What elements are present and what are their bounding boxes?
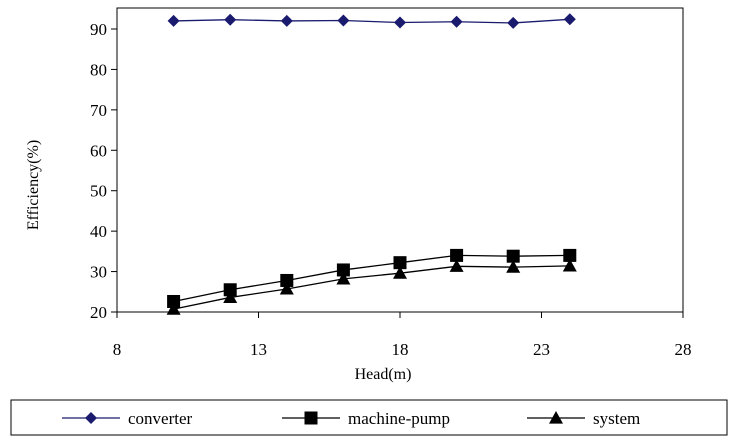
data-point-converter <box>224 13 237 26</box>
legend-item-machine-pump: machine-pump <box>282 409 450 428</box>
data-point-converter <box>507 16 520 29</box>
y-axis-title: Efficiency(%) <box>25 140 42 230</box>
data-point-system <box>223 290 238 304</box>
x-axis-ticks: 8 13 18 23 28 <box>113 312 692 359</box>
data-point-system <box>166 302 181 315</box>
data-point-converter <box>167 14 180 27</box>
legend-item-converter: converter <box>62 409 193 428</box>
legend-label-machine-pump: machine-pump <box>348 409 450 428</box>
x-tick-label: 8 <box>113 340 122 359</box>
x-axis-title: Head(m) <box>355 366 412 383</box>
x-tick-label: 13 <box>250 340 267 359</box>
y-tick-label: 20 <box>90 303 107 322</box>
data-point-converter <box>450 15 463 28</box>
legend-marker-system <box>549 411 563 424</box>
y-tick-label: 70 <box>90 101 107 120</box>
data-point-machine-pump <box>563 248 577 262</box>
legend-label-converter: converter <box>128 409 193 428</box>
series-layer <box>166 13 577 315</box>
data-point-system <box>506 260 521 273</box>
data-point-machine-pump <box>280 273 294 287</box>
data-point-machine-pump <box>223 283 237 297</box>
data-point-machine-pump <box>393 256 407 270</box>
data-point-system <box>336 271 351 285</box>
legend-label-system: system <box>593 409 640 428</box>
legend-marker-machine-pump <box>304 411 318 425</box>
series-line-converter <box>173 18 570 24</box>
legend-item-system: system <box>527 409 640 428</box>
y-tick-label: 80 <box>90 60 107 79</box>
data-point-system <box>393 266 407 279</box>
series-line-system <box>173 265 570 310</box>
legend-marker-converter <box>85 412 97 424</box>
y-tick-label: 50 <box>90 182 107 201</box>
series-system <box>166 258 577 315</box>
data-point-system <box>279 281 294 295</box>
data-point-machine-pump <box>506 249 520 263</box>
data-point-system <box>449 259 464 272</box>
y-tick-label: 40 <box>90 222 107 241</box>
data-point-converter <box>337 14 350 27</box>
y-tick-label: 30 <box>90 263 107 282</box>
series-machine-pump <box>167 248 577 308</box>
series-line-machine-pump <box>173 254 570 303</box>
legend-box <box>10 399 728 436</box>
y-tick-label: 90 <box>90 20 107 39</box>
data-point-system <box>562 258 577 272</box>
x-tick-label: 18 <box>392 340 409 359</box>
data-point-converter <box>394 16 406 29</box>
data-point-machine-pump <box>450 248 464 262</box>
series-converter <box>167 13 576 29</box>
data-point-converter <box>280 14 293 27</box>
legend: converter machine-pump system <box>62 409 640 428</box>
y-tick-label: 60 <box>90 141 107 160</box>
data-point-machine-pump <box>336 263 350 277</box>
x-tick-label: 23 <box>533 340 550 359</box>
data-point-converter <box>563 13 576 26</box>
data-point-machine-pump <box>167 294 181 308</box>
x-tick-label: 28 <box>675 340 692 359</box>
y-axis-ticks: 20 30 40 50 60 70 80 90 <box>90 20 117 322</box>
